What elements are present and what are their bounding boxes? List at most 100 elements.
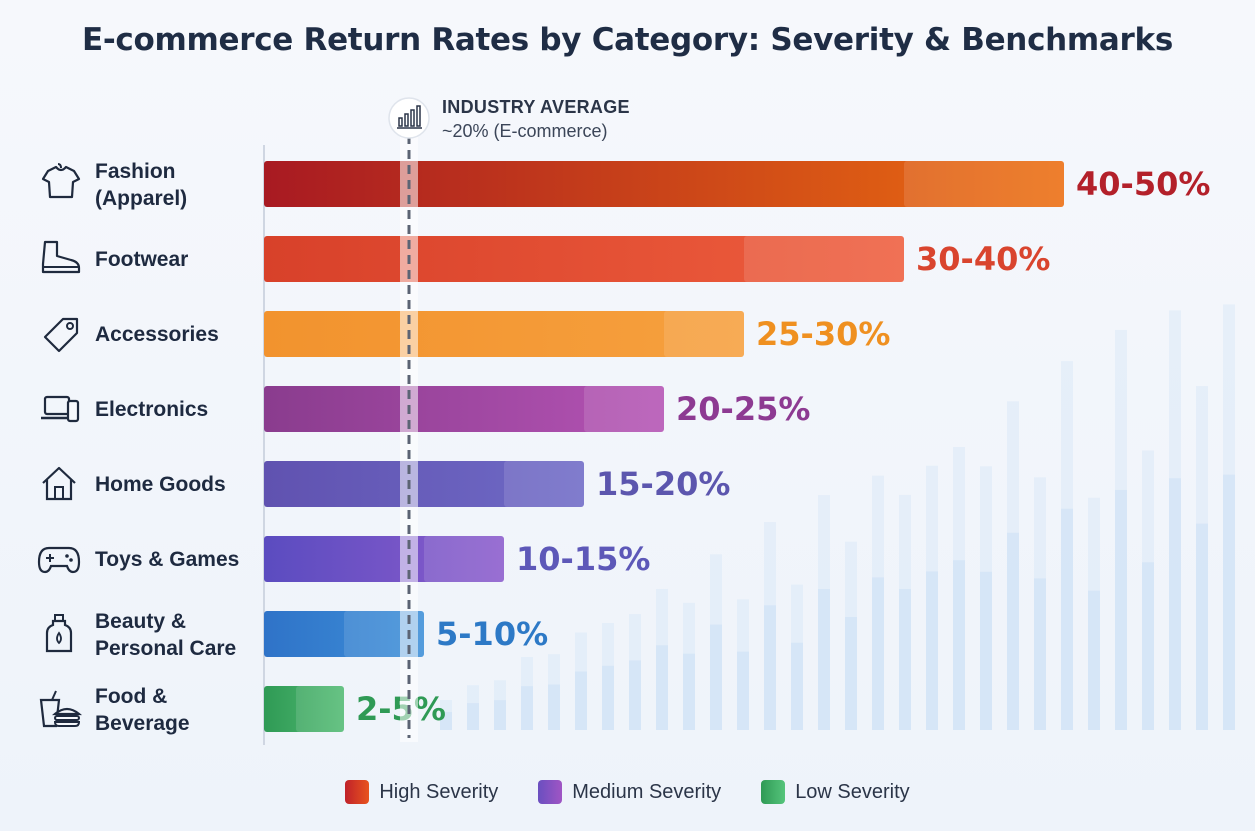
category-label: Footwear (95, 248, 188, 271)
decor-column (1007, 401, 1019, 730)
decor-column (1007, 532, 1019, 730)
legend-swatch (538, 780, 563, 804)
bar-range-7 (296, 686, 344, 732)
decor-column (548, 684, 560, 730)
value-label: 20-25% (676, 390, 810, 428)
bar-range-4 (504, 461, 584, 507)
decor-column (602, 623, 614, 730)
decor-column (1196, 523, 1208, 730)
decor-column (629, 614, 641, 730)
decor-column (926, 571, 938, 730)
decor-column (710, 624, 722, 730)
value-label: 5-10% (436, 615, 548, 653)
decor-column (1223, 304, 1235, 730)
bar-range-5 (424, 536, 504, 582)
decor-column (656, 645, 668, 730)
bar-2 (264, 311, 744, 357)
decor-column (764, 605, 776, 730)
benchmark-badge (388, 97, 430, 139)
decor-column (683, 653, 695, 730)
decor-column (440, 700, 452, 730)
bar-range-3 (584, 386, 664, 432)
benchmark-subtitle: ~20% (E-commerce) (442, 121, 608, 141)
decor-column (818, 589, 830, 730)
decor-column (791, 584, 803, 730)
bar-range-0 (904, 161, 1064, 207)
decor-column (1115, 329, 1127, 730)
decor-column (1142, 562, 1154, 730)
decor-column (899, 588, 911, 730)
bar-range-1 (744, 236, 904, 282)
legend-label: Low Severity (795, 780, 910, 803)
category-label: Accessories (95, 323, 219, 346)
decor-column (521, 686, 533, 730)
category-label: Electronics (95, 398, 208, 421)
decor-column (1088, 497, 1100, 730)
decor-column (1034, 477, 1046, 730)
decor-column (467, 685, 479, 730)
legend: High Severity Medium Severity Low Severity (0, 780, 1255, 804)
value-label: 15-20% (596, 465, 730, 503)
decor-column (656, 588, 668, 730)
decor-column (926, 465, 938, 730)
decor-column (872, 475, 884, 730)
decor-column (737, 599, 749, 730)
drink-burger-icon (39, 690, 83, 728)
category-label: Food & Beverage (95, 685, 190, 735)
benchmark-title: INDUSTRY AVERAGE (442, 97, 630, 117)
bar-chart-icon (397, 105, 422, 129)
bottle-icon (45, 614, 73, 653)
bar-6 (264, 611, 424, 657)
decor-column (494, 680, 506, 730)
boot-icon (41, 240, 81, 274)
decor-column (629, 660, 641, 730)
tag-icon (43, 317, 79, 353)
category-label: Beauty & Personal Care (95, 610, 236, 660)
shirt-icon (41, 163, 81, 199)
decor-column (818, 495, 830, 730)
value-label: 30-40% (916, 240, 1050, 278)
category-label: Home Goods (95, 473, 226, 496)
decor-column (1061, 361, 1073, 730)
house-icon (42, 466, 76, 501)
decor-column (1088, 590, 1100, 730)
decor-column (1034, 578, 1046, 730)
decor-column (521, 657, 533, 730)
bar-0 (264, 161, 1064, 207)
bar-4 (264, 461, 584, 507)
decor-column (575, 632, 587, 730)
bar-range-2 (664, 311, 744, 357)
decor-column (1061, 508, 1073, 730)
bar-5 (264, 536, 504, 582)
legend-label: High Severity (379, 780, 499, 803)
value-label: 40-50% (1076, 165, 1210, 203)
legend-swatch (761, 780, 786, 804)
decor-column (1223, 474, 1235, 730)
decor-column (953, 447, 965, 730)
decor-column (845, 617, 857, 730)
decor-column (899, 494, 911, 730)
bar-7 (264, 686, 344, 732)
decor-column (872, 577, 884, 730)
legend-item: Medium Severity (538, 780, 721, 804)
legend-swatch (345, 780, 370, 804)
benchmark-glow (400, 120, 418, 742)
decor-column (737, 651, 749, 730)
legend-item: Low Severity (761, 780, 910, 804)
decor-column (953, 560, 965, 730)
decor-column (791, 642, 803, 730)
category-label: Fashion (Apparel) (95, 160, 187, 210)
decor-column (683, 602, 695, 730)
decor-column (1196, 386, 1208, 730)
decor-column (980, 571, 992, 730)
decor-column (1115, 489, 1127, 730)
legend-item: High Severity (345, 780, 498, 804)
legend-label: Medium Severity (572, 780, 722, 803)
decor-column (575, 671, 587, 730)
decor-column (602, 665, 614, 730)
category-label: Toys & Games (95, 548, 239, 571)
decor-column (980, 466, 992, 730)
decor-column (710, 554, 722, 730)
